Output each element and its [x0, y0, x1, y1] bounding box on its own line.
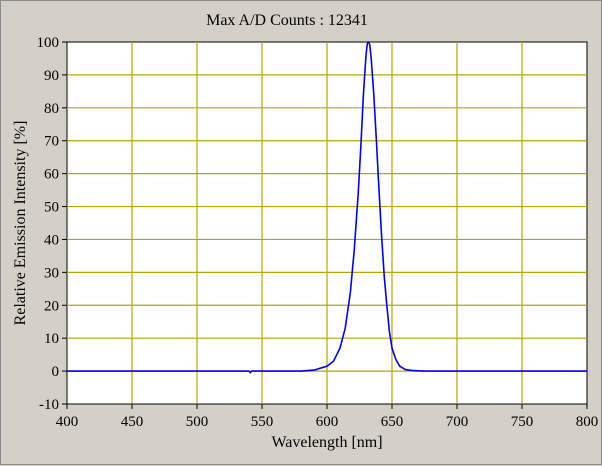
x-tick-label-550: 550 — [251, 414, 274, 430]
axis-ticks: 400 450 500 550 600 650 700 750 800 -10 0 10 20 30 40 5… — [37, 35, 599, 430]
y-tick-label-70: 70 — [44, 134, 59, 150]
series-line-0 — [67, 41, 587, 374]
x-axis-title: Wavelength [nm] — [271, 434, 382, 451]
y-tick-label--10: -10 — [39, 397, 59, 413]
x-tick-label-700: 700 — [446, 414, 469, 430]
y-axis-title: Relative Emission Intensity [%] — [12, 121, 29, 326]
x-tick-label-600: 600 — [316, 414, 339, 430]
x-tick-label-650: 650 — [381, 414, 404, 430]
y-tick-label-50: 50 — [44, 200, 59, 216]
x-tick-label-400: 400 — [56, 414, 79, 430]
y-tick-label-100: 100 — [37, 35, 60, 51]
chart-title: Max A/D Counts : 12341 — [206, 12, 368, 29]
y-tick-label-60: 60 — [44, 167, 59, 183]
series-layer — [67, 41, 587, 374]
x-tick-label-800: 800 — [576, 414, 599, 430]
y-tick-label-20: 20 — [44, 298, 59, 314]
x-tick-label-450: 450 — [121, 414, 144, 430]
grid-lines — [67, 42, 587, 404]
y-tick-label-90: 90 — [44, 68, 59, 84]
x-tick-label-750: 750 — [511, 414, 534, 430]
y-tick-label-30: 30 — [44, 265, 59, 281]
y-tick-label-80: 80 — [44, 101, 59, 117]
y-tick-label-10: 10 — [44, 331, 59, 347]
y-tick-label-0: 0 — [52, 364, 60, 380]
x-tick-label-500: 500 — [186, 414, 209, 430]
y-tick-label-40: 40 — [44, 232, 59, 248]
